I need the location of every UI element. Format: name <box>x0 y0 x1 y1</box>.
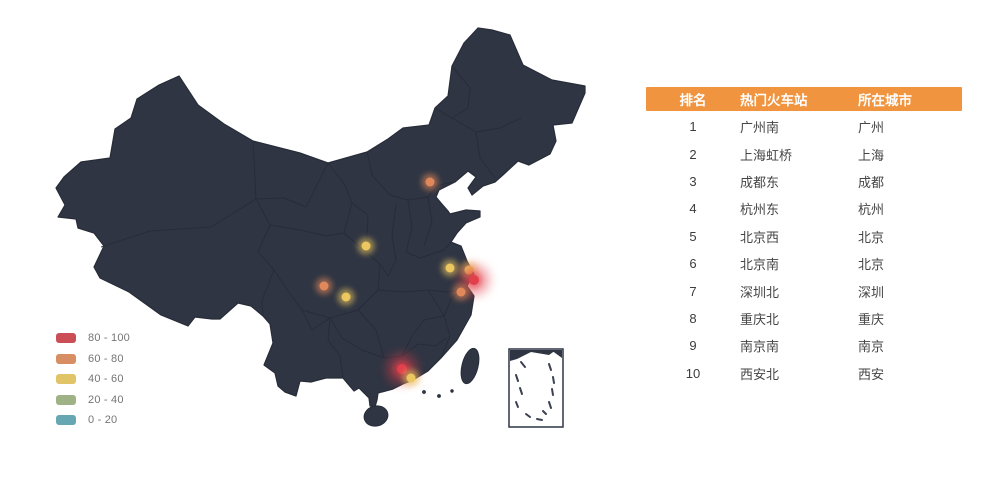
legend-swatch-icon <box>56 415 76 426</box>
station-cell: 成都东 <box>740 174 780 190</box>
station-cell: 北京南 <box>740 257 780 273</box>
city-cell: 深圳 <box>858 284 885 300</box>
station-heat-point[interactable] <box>336 287 356 307</box>
legend-label: 40 - 60 <box>88 373 124 386</box>
station-cell: 上海虹桥 <box>740 147 793 163</box>
legend-label: 80 - 100 <box>88 332 130 345</box>
rank-cell: 3 <box>689 173 697 189</box>
station-cell: 西安北 <box>740 366 780 382</box>
city-cell: 杭州 <box>858 202 885 218</box>
city-cell: 南京 <box>858 339 885 355</box>
station-heat-point[interactable] <box>356 236 376 256</box>
rank-cell: 9 <box>689 338 697 354</box>
taiwan-island <box>460 347 480 385</box>
table-row: 7 深圳北 深圳 <box>646 277 962 304</box>
map-legend: 80 - 100 60 - 80 40 - 60 20 - 40 0 - 20 <box>56 328 130 431</box>
table-row: 3 成都东 成都 <box>646 168 962 195</box>
station-cell: 南京南 <box>740 339 780 355</box>
rank-cell: 8 <box>689 310 697 326</box>
table-row: 5 北京西 北京 <box>646 223 962 250</box>
legend-item[interactable]: 80 - 100 <box>56 328 130 349</box>
table-row: 6 北京南 北京 <box>646 250 962 277</box>
city-cell: 西安 <box>858 366 885 382</box>
city-cell: 北京 <box>858 229 885 245</box>
station-heat-point[interactable] <box>314 276 334 296</box>
legend-swatch-icon <box>56 394 76 405</box>
table-row: 8 重庆北 重庆 <box>646 305 962 332</box>
south-china-sea-inset <box>508 348 564 428</box>
legend-swatch-icon <box>56 353 76 364</box>
station-heat-point[interactable] <box>451 282 471 302</box>
rank-cell: 1 <box>689 119 697 135</box>
city-cell: 广州 <box>858 120 885 136</box>
china-map <box>55 27 586 428</box>
table-row: 4 杭州东 杭州 <box>646 195 962 222</box>
legend-item[interactable]: 40 - 60 <box>56 369 130 390</box>
legend-item[interactable]: 20 - 40 <box>56 390 130 411</box>
legend-label: 60 - 80 <box>88 352 124 365</box>
nine-dash-line <box>515 361 555 421</box>
rank-cell: 7 <box>689 283 697 299</box>
city-cell: 成都 <box>858 174 885 190</box>
station-heat-point[interactable] <box>401 368 421 388</box>
hainan-island <box>363 405 389 427</box>
header-city: 所在城市 <box>858 93 912 108</box>
ranking-table: 排名 热门火车站 所在城市 1 广州南 广州 2 上海虹桥 上海 3 成都东 成都 4 杭州东 杭州 5… <box>646 87 962 387</box>
rank-cell: 6 <box>689 256 697 272</box>
city-cell: 上海 <box>858 147 885 163</box>
station-heat-point[interactable] <box>440 258 460 278</box>
table-row: 10 西安北 西安 <box>646 360 962 387</box>
station-cell: 广州南 <box>740 120 780 136</box>
header-rank: 排名 <box>679 93 707 108</box>
legend-item[interactable]: 0 - 20 <box>56 410 130 431</box>
station-heat-point[interactable] <box>420 172 440 192</box>
rank-cell: 10 <box>685 365 701 381</box>
legend-label: 20 - 40 <box>88 393 124 406</box>
table-row: 9 南京南 南京 <box>646 332 962 359</box>
header-station: 热门火车站 <box>740 93 808 108</box>
legend-swatch-icon <box>56 374 76 385</box>
legend-label: 0 - 20 <box>88 414 118 427</box>
city-cell: 重庆 <box>858 311 885 327</box>
station-cell: 深圳北 <box>740 284 780 300</box>
china-mainland-shape <box>55 27 586 427</box>
legend-swatch-icon <box>56 333 76 344</box>
rank-cell: 2 <box>689 146 697 162</box>
city-cell: 北京 <box>858 257 885 273</box>
station-cell: 重庆北 <box>740 311 780 327</box>
station-cell: 杭州东 <box>740 202 780 218</box>
legend-item[interactable]: 60 - 80 <box>56 349 130 370</box>
station-cell: 北京西 <box>740 229 780 245</box>
rank-cell: 4 <box>689 201 697 217</box>
table-header-row: 排名 热门火车站 所在城市 <box>646 87 962 111</box>
table-row: 2 上海虹桥 上海 <box>646 140 962 167</box>
province-borders <box>100 65 522 379</box>
table-row: 1 广州南 广州 <box>646 113 962 140</box>
rank-cell: 5 <box>689 228 697 244</box>
